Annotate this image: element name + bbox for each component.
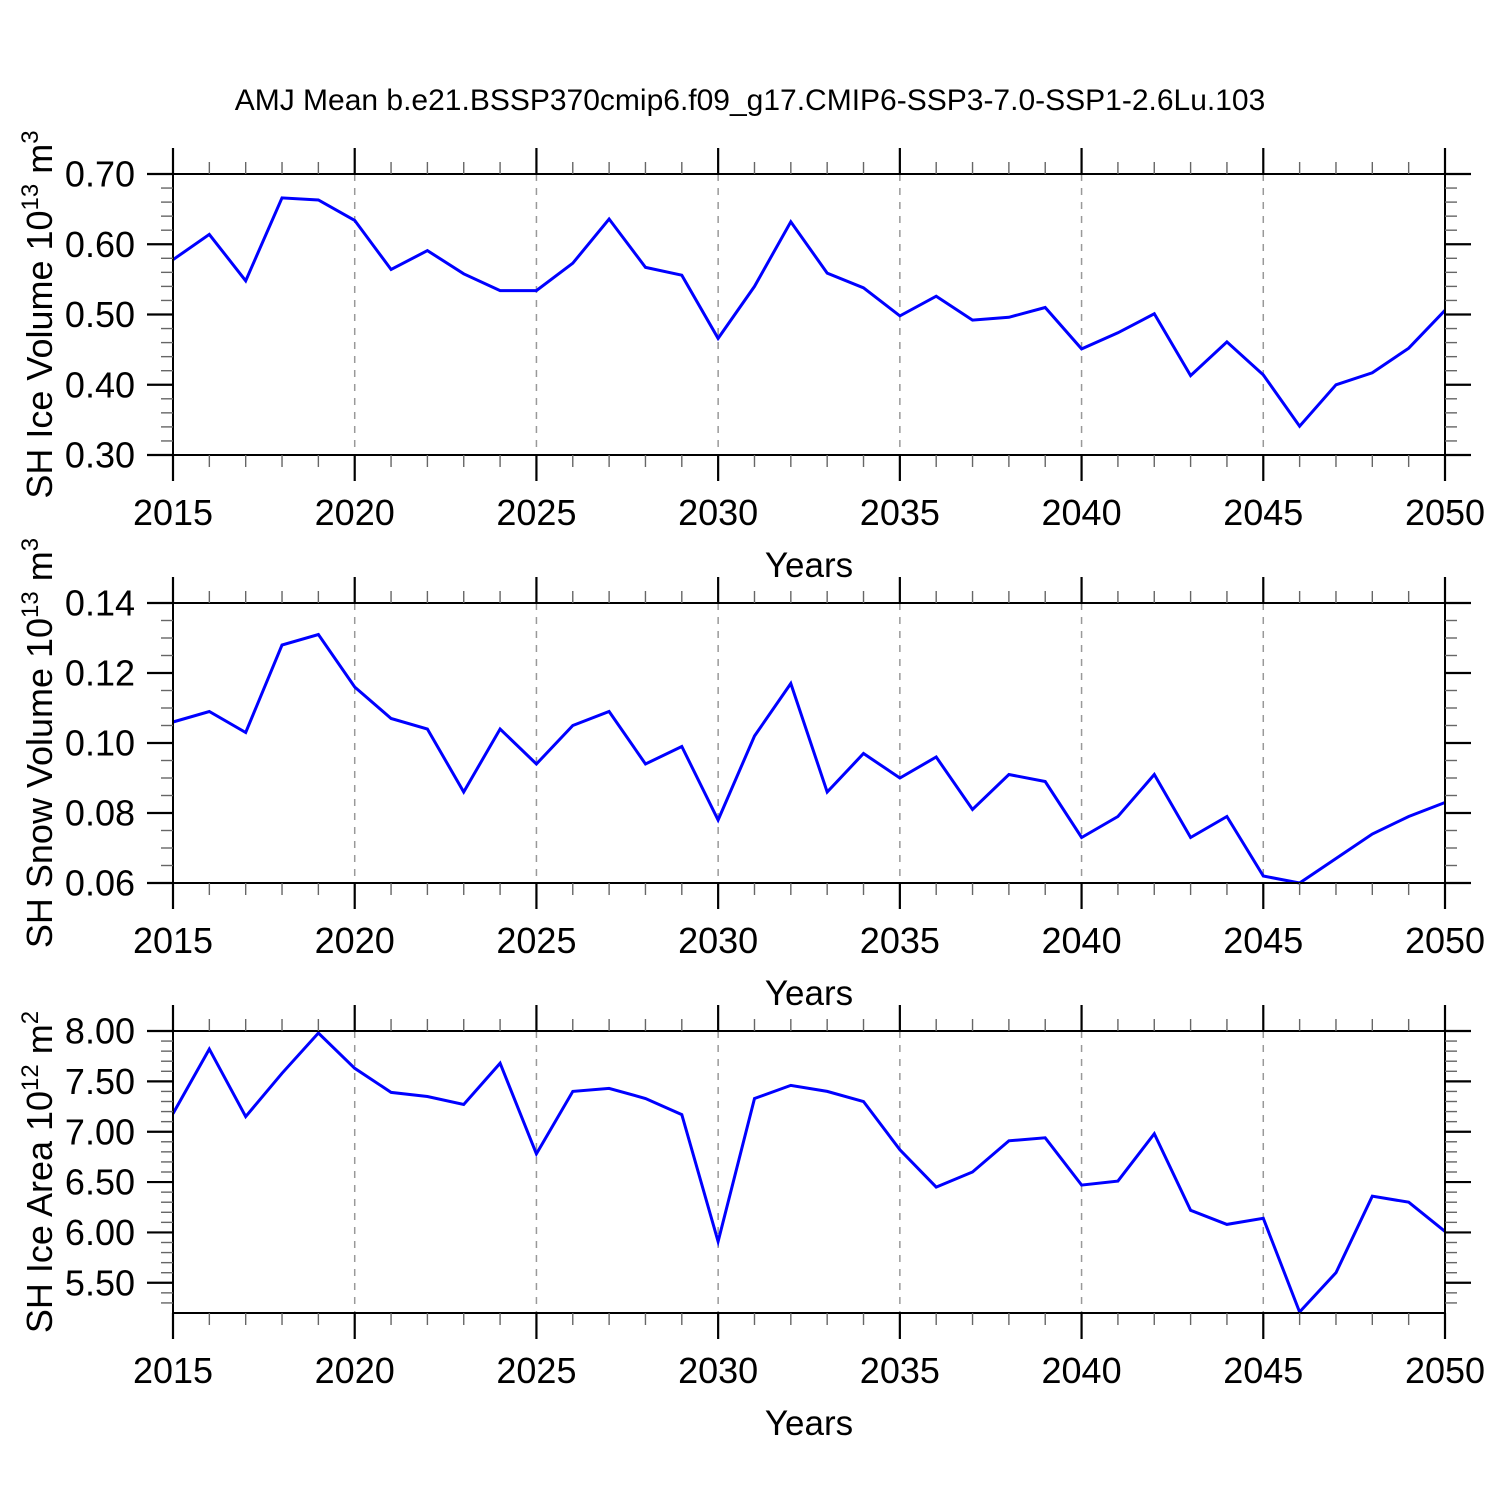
plot-box [172, 602, 1446, 884]
y-tick-label: 8.00 [65, 1011, 135, 1052]
x-tick-label: 2015 [133, 920, 213, 961]
panel-sh-snow-volume: 0.06 0.08 0.10 0.12 0.14 2015 2020 2025 2030 2035… [17, 538, 1485, 1013]
x-tick-label: 2025 [496, 1350, 576, 1391]
x-tick-label: 2020 [315, 1350, 395, 1391]
x-tick-label: 2035 [860, 920, 940, 961]
x-tick-label: 2030 [678, 920, 758, 961]
x-tick-label: 2045 [1223, 492, 1303, 533]
y-tick-label: 0.08 [65, 793, 135, 834]
y-tick-label: 6.50 [65, 1162, 135, 1203]
x-axis-title: Years [765, 974, 853, 1013]
x-tick-label: 2035 [860, 1350, 940, 1391]
chart-title: AMJ Mean b.e21.BSSP370cmip6.f09_g17.CMIP… [234, 84, 1266, 117]
x-tick-label: 2020 [315, 492, 395, 533]
x-tick-label: 2050 [1405, 492, 1485, 533]
y-tick-label: 0.10 [65, 723, 135, 764]
panel-sh-ice-volume: 0.30 0.40 0.50 0.60 0.70 2015 2020 2025 2030 2035… [17, 130, 1485, 585]
x-tick-label: 2040 [1042, 920, 1122, 961]
x-tick-label: 2030 [678, 1350, 758, 1391]
plot-box [172, 173, 1446, 456]
x-tick-label: 2045 [1223, 920, 1303, 961]
panel-sh-ice-area: 5.50 6.00 6.50 7.00 7.50 8.00 2015 2020 2025 2030… [17, 1005, 1485, 1443]
y-tick-label: 0.50 [65, 294, 135, 335]
x-axis-title: Years [765, 1404, 853, 1443]
x-tick-label: 2050 [1405, 1350, 1485, 1391]
x-tick-label: 2040 [1042, 492, 1122, 533]
x-tick-label: 2025 [496, 492, 576, 533]
y-tick-label: 0.12 [65, 653, 135, 694]
y-tick-label: 6.00 [65, 1212, 135, 1253]
y-axis-title: SH Snow Volume 1013 m3 [17, 538, 60, 948]
series-line-sh-snow-volume [172, 632, 1446, 885]
y-tick-label: 0.70 [65, 154, 135, 195]
y-axis-title: SH Ice Volume 1013 m3 [17, 130, 60, 498]
x-tick-label: 2025 [496, 920, 576, 961]
y-tick-label: 0.06 [65, 863, 135, 904]
x-tick-label: 2015 [133, 1350, 213, 1391]
y-tick-label: 0.60 [65, 224, 135, 265]
series-line-sh-ice-area [171, 1030, 1446, 1315]
y-tick-label: 7.50 [65, 1061, 135, 1102]
y-tick-label: 0.14 [65, 583, 135, 624]
x-axis-title: Years [765, 546, 853, 585]
y-tick-label: 5.50 [65, 1262, 135, 1303]
y-tick-label: 7.00 [65, 1111, 135, 1152]
x-tick-label: 2040 [1042, 1350, 1122, 1391]
x-tick-label: 2035 [860, 492, 940, 533]
y-tick-label: 0.40 [65, 364, 135, 405]
x-tick-label: 2030 [678, 492, 758, 533]
x-tick-label: 2045 [1223, 1350, 1303, 1391]
x-tick-label: 2020 [315, 920, 395, 961]
y-axis-title: SH Ice Area 1012 m2 [17, 1011, 60, 1333]
x-tick-label: 2050 [1405, 920, 1485, 961]
series-line-sh-ice-volume [172, 196, 1447, 429]
x-tick-label: 2015 [133, 492, 213, 533]
y-tick-label: 0.30 [65, 435, 135, 476]
